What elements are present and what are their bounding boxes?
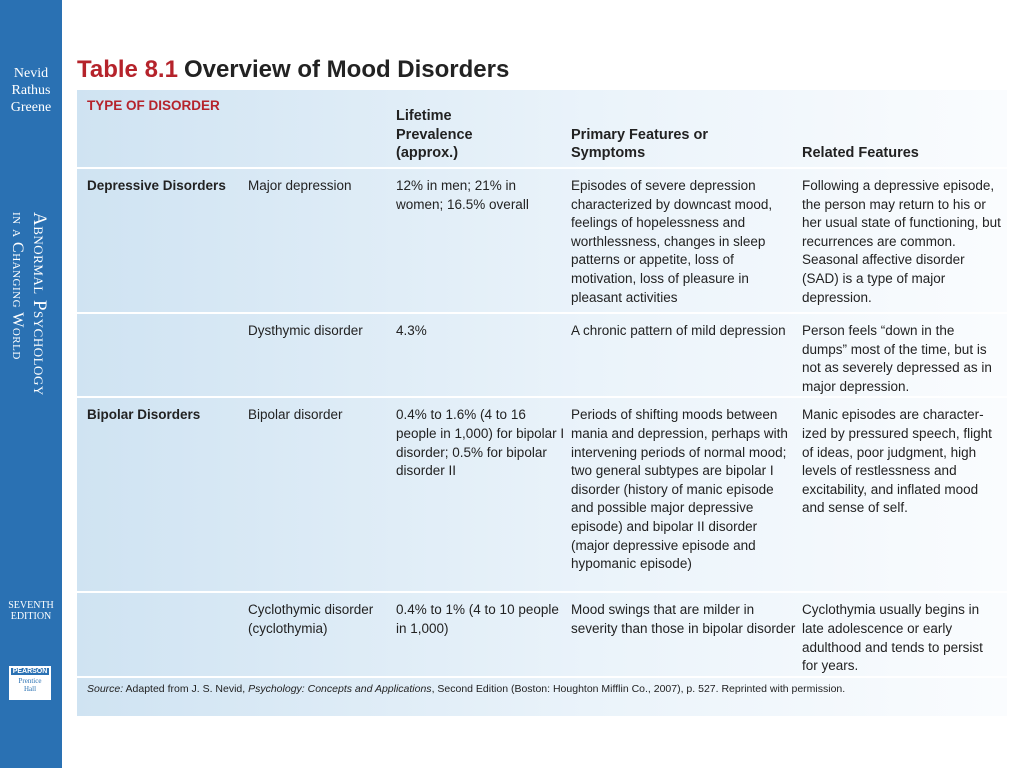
book-title-line: Abnormal Psychology	[29, 212, 50, 396]
features-cell: Mood swings that are milder in severity …	[571, 592, 802, 678]
header-row: Lifetime Prevalence (approx.) Primary Fe…	[77, 90, 1007, 169]
table-row: Bipolar Disorders Bipolar disorder 0.4% to…	[77, 397, 1007, 594]
source-work: Psychology: Concepts and Applications	[248, 683, 432, 695]
disorder-cell: Bipolar disorder	[248, 397, 396, 594]
related-cell: Cyclothymia usually begins in late adole…	[802, 592, 1007, 678]
table-number: Table 8.1	[77, 56, 178, 83]
prevalence-cell: 0.4% to 1% (4 to 10 people in 1,000)	[396, 592, 571, 678]
related-cell: Manic episodes are character-ized by pre…	[802, 397, 1007, 594]
table-panel: Lifetime Prevalence (approx.) Primary Fe…	[77, 90, 1007, 716]
related-cell: Following a depressive episode, the pers…	[802, 168, 1007, 314]
book-title: Abnormal Psychology in a Changing World	[6, 212, 50, 396]
source-text: , Second Edition (Boston: Houghton Miffl…	[431, 683, 846, 695]
features-cell: Episodes of severe depression characteri…	[571, 168, 802, 314]
prevalence-cell: 12% in men; 21% in women; 16.5% overall	[396, 168, 571, 314]
author: Nevid	[13, 66, 49, 81]
table-row: Dysthymic disorder 4.3% A chronic pattern …	[77, 313, 1007, 399]
sidebar: Nevid Rathus Greene Abnormal Psychology in …	[0, 0, 62, 768]
related-cell: Person feels “down in the dumps” most of…	[802, 313, 1007, 399]
features-cell: Periods of shifting moods between mania …	[571, 397, 802, 594]
imprint: Prentice Hall	[9, 677, 51, 693]
disorder-cell: Cyclothymic disorder (cyclothymia)	[248, 592, 396, 678]
disorder-cell: Major depression	[248, 168, 396, 314]
prevalence-cell: 0.4% to 1.6% (4 to 16 people in 1,000) f…	[396, 397, 571, 594]
edition: Seventh Edition	[0, 600, 62, 622]
author: Rathus	[11, 83, 51, 98]
source-note: Source: Adapted from J. S. Nevid, Psycho…	[87, 683, 845, 695]
imprint-line: Prentice	[18, 677, 42, 685]
column-header: Primary Features or Symptoms	[571, 90, 802, 169]
cell	[77, 313, 248, 399]
table-row: Depressive Disorders Major depression 12% …	[77, 168, 1007, 314]
source-text: Adapted from J. S. Nevid,	[125, 683, 246, 695]
edition-line: Edition	[10, 611, 52, 622]
edition-line: Seventh	[8, 600, 54, 611]
column-header: Related Features	[802, 90, 1007, 169]
book-title-line: in a Changing World	[9, 212, 26, 360]
column-header: Lifetime Prevalence (approx.)	[396, 90, 571, 169]
author: Greene	[10, 100, 52, 115]
cell	[77, 592, 248, 678]
publisher: PEARSON	[11, 668, 49, 675]
table-row: Cyclothymic disorder (cyclothymia) 0.4% t…	[77, 592, 1007, 678]
publisher-logo: PEARSON Prentice Hall	[9, 666, 51, 700]
type-heading: TYPE OF DISORDER	[87, 98, 220, 113]
table: Lifetime Prevalence (approx.) Primary Fe…	[77, 90, 1007, 678]
features-cell: A chronic pattern of mild depression	[571, 313, 802, 399]
prevalence-cell: 4.3%	[396, 313, 571, 399]
source-label: Source:	[87, 683, 124, 695]
authors: Nevid Rathus Greene	[0, 65, 62, 116]
title-text: Overview of Mood Disorders	[183, 56, 510, 83]
imprint-line: Hall	[23, 685, 37, 693]
disorder-cell: Dysthymic disorder	[248, 313, 396, 399]
slide-title: Table 8.1 Overview of Mood Disorders	[77, 56, 509, 84]
group-name: Depressive Disorders	[77, 168, 248, 314]
group-name: Bipolar Disorders	[77, 397, 248, 594]
